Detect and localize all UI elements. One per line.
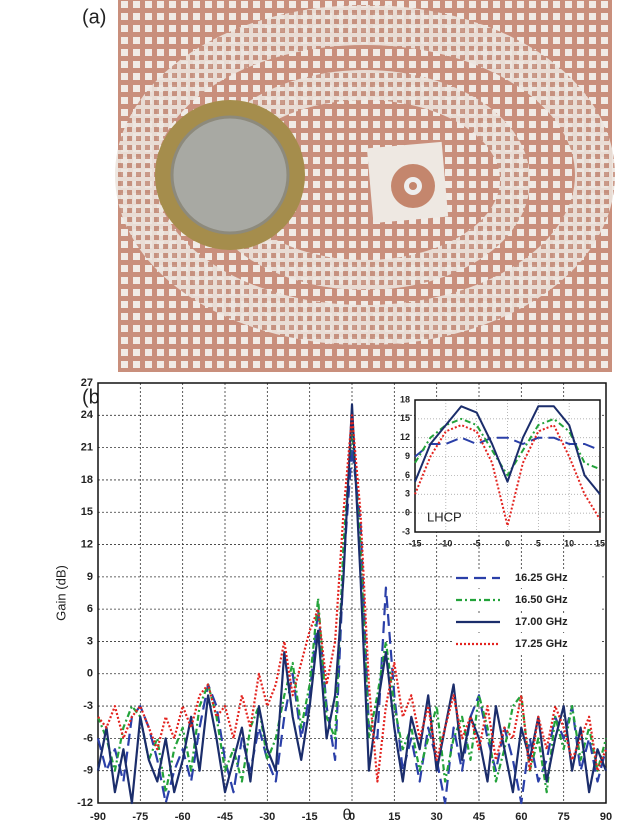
plot-frame bbox=[97, 382, 607, 804]
legend-bg bbox=[452, 569, 602, 588]
series-line bbox=[96, 403, 608, 805]
x-tick-label: 90 bbox=[600, 811, 612, 823]
y-tick-label: 21 bbox=[81, 442, 93, 454]
y-tick-label: 15 bbox=[81, 506, 93, 518]
x-tick-label: 15 bbox=[595, 538, 605, 548]
y-tick-label: 6 bbox=[405, 470, 410, 480]
y-tick-label: -3 bbox=[83, 700, 93, 712]
x-tick-label: 45 bbox=[473, 811, 485, 823]
legend-bg bbox=[452, 591, 602, 610]
series-line bbox=[414, 405, 601, 495]
y-tick-label: 27 bbox=[81, 377, 93, 389]
x-tick-label: -60 bbox=[175, 811, 191, 823]
series-line bbox=[414, 436, 601, 458]
y-tick-label: -9 bbox=[83, 765, 93, 777]
x-axis-label: θ bbox=[343, 807, 352, 824]
y-tick-label: 24 bbox=[81, 409, 94, 421]
x-tick-label: 75 bbox=[558, 811, 570, 823]
y-tick-label: 0 bbox=[405, 508, 410, 518]
x-tick-label: 0 bbox=[349, 811, 355, 823]
y-tick-label: -6 bbox=[83, 732, 93, 744]
x-tick-label: -10 bbox=[439, 538, 452, 548]
x-tick-label: 60 bbox=[515, 811, 527, 823]
y-tick-label: 18 bbox=[81, 474, 93, 486]
series-line bbox=[97, 414, 608, 783]
y-tick-label: 15 bbox=[400, 413, 410, 423]
panel-label: (a) bbox=[82, 6, 106, 28]
y-tick-label: 3 bbox=[87, 635, 93, 647]
y-tick-label: 0 bbox=[87, 668, 93, 680]
x-tick-label: -30 bbox=[259, 811, 275, 823]
x-tick-label: -90 bbox=[90, 811, 106, 823]
legend-bg bbox=[452, 635, 602, 654]
x-tick-label: 5 bbox=[536, 538, 541, 548]
photo bbox=[115, 0, 615, 372]
legend-label: 16.50 GHz bbox=[515, 594, 568, 606]
x-tick-label: -75 bbox=[132, 811, 148, 823]
y-tick-label: 9 bbox=[87, 571, 93, 583]
y-tick-label: 12 bbox=[81, 538, 93, 550]
y-tick-label: 12 bbox=[400, 432, 410, 442]
y-axis-label: Gain (dB) bbox=[53, 565, 68, 621]
legend-label: 17.25 GHz bbox=[515, 638, 568, 650]
x-tick-label: -15 bbox=[302, 811, 318, 823]
y-tick-label: -12 bbox=[77, 797, 93, 809]
x-tick-label: -15 bbox=[408, 538, 421, 548]
series-line bbox=[414, 417, 601, 477]
legend-label: 17.00 GHz bbox=[515, 616, 568, 628]
x-tick-label: 10 bbox=[564, 538, 574, 548]
x-tick-label: 15 bbox=[388, 811, 400, 823]
y-tick-label: 18 bbox=[400, 394, 410, 404]
plot-frame bbox=[414, 399, 601, 533]
x-tick-label: 30 bbox=[431, 811, 443, 823]
x-tick-label: -5 bbox=[473, 538, 481, 548]
series-line bbox=[96, 446, 608, 805]
legend-label: 16.25 GHz bbox=[515, 572, 568, 584]
annotation: LHCP bbox=[427, 509, 462, 524]
y-tick-label: 9 bbox=[405, 451, 410, 461]
y-tick-label: -3 bbox=[402, 526, 410, 536]
x-tick-label: 0 bbox=[505, 538, 510, 548]
x-tick-label: -45 bbox=[217, 811, 233, 823]
y-tick-label: 6 bbox=[87, 603, 93, 615]
y-tick-label: 3 bbox=[405, 489, 410, 499]
legend-bg bbox=[452, 613, 602, 632]
